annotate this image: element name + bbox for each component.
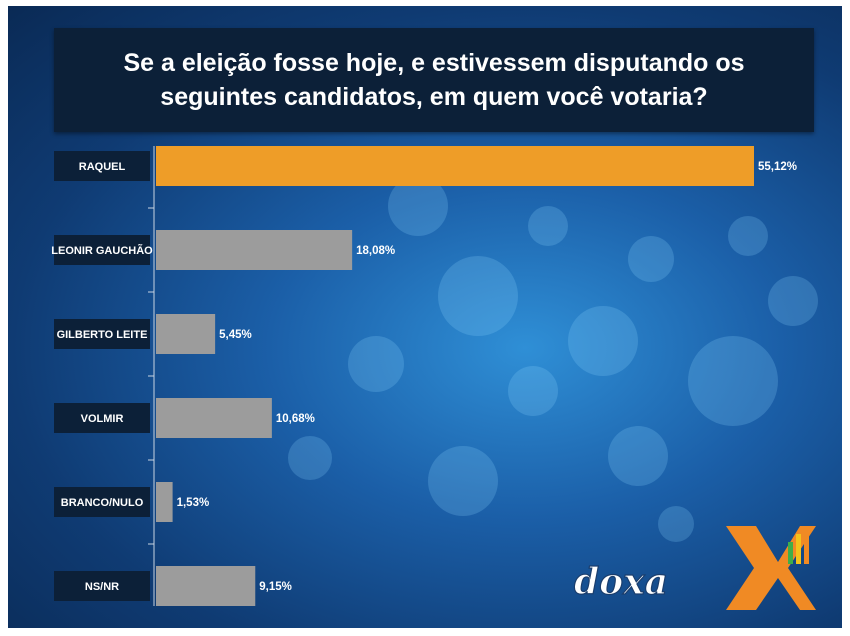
value-label: 1,53% xyxy=(177,497,210,509)
bar xyxy=(156,146,754,186)
bar xyxy=(156,398,272,438)
bar xyxy=(156,314,216,354)
logo-text: doxa xyxy=(574,561,668,603)
category-label: BRANCO/NULO xyxy=(61,497,144,509)
chart-title-box: Se a eleição fosse hoje, e estivessem di… xyxy=(54,28,814,132)
category-label: NS/NR xyxy=(85,581,119,593)
category-label-box xyxy=(54,571,150,601)
value-label: 10,68% xyxy=(276,413,315,425)
value-label: 9,15% xyxy=(259,581,292,593)
value-label: 55,12% xyxy=(758,161,797,173)
bar-chart: RAQUEL 55,12% LEONIR GAUCHÃO 18,08% GILBERTO… xyxy=(51,146,816,610)
category-label-box xyxy=(54,151,150,181)
doxa-x-bars-logo xyxy=(726,526,816,610)
value-label: 5,45% xyxy=(219,329,252,341)
category-label: GILBERTO LEITE xyxy=(57,329,148,341)
category-label: RAQUEL xyxy=(79,161,126,173)
category-label: VOLMIR xyxy=(81,413,124,425)
chart-slide: Se a eleição fosse hoje, e estivessem di… xyxy=(8,6,842,628)
bar xyxy=(156,566,256,606)
doxa-logo: doxa xyxy=(573,526,816,610)
category-label-box xyxy=(54,487,150,517)
bar xyxy=(156,230,353,270)
category-label-box xyxy=(54,403,150,433)
category-label: LEONIR GAUCHÃO xyxy=(51,244,153,257)
bar xyxy=(156,482,173,522)
chart-title: Se a eleição fosse hoje, e estivessem di… xyxy=(123,49,745,111)
value-label: 18,08% xyxy=(356,245,395,257)
category-label-box xyxy=(54,319,150,349)
category-label-box xyxy=(54,235,150,265)
